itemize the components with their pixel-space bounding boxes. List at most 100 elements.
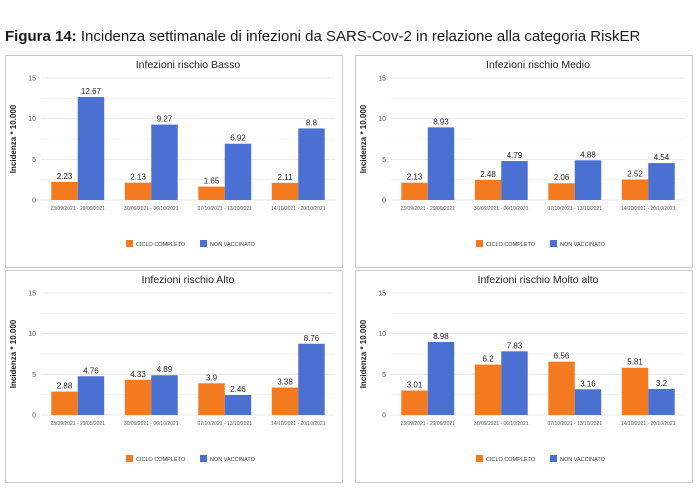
bar-non-vaccinato	[224, 143, 252, 200]
bar-non-vaccinato	[648, 163, 675, 200]
bar-ciclo-completo	[474, 179, 502, 200]
data-label-ciclo-completo: 2.13	[130, 173, 146, 182]
bar-ciclo-completo	[401, 390, 428, 415]
y-axis-label: Incidenza * 10.000	[359, 319, 368, 388]
bar-ciclo-completo	[548, 361, 575, 415]
bar-ciclo-completo	[198, 383, 225, 415]
bar-non-vaccinato	[298, 128, 325, 200]
data-label-non-vaccinato: 2.46	[230, 385, 246, 394]
x-tick-label: 30/09/2021 - 06/10/2021	[474, 421, 529, 427]
data-label-ciclo-completo: 3.38	[277, 378, 293, 387]
bar-non-vaccinato	[151, 124, 178, 200]
chart-panel-rischio-medio: Infezioni rischio Medio Incidenza * 10.00…	[355, 55, 693, 268]
chart-panel-rischio-alto: Infezioni rischio Alto Incidenza * 10.000…	[5, 270, 343, 483]
y-tick-label: 15	[28, 291, 36, 298]
x-tick-label: 23/09/2021 - 29/09/2021	[51, 206, 106, 212]
y-tick-label: 0	[382, 413, 386, 420]
legend-label-non-vaccinato: NON VACCINATO	[560, 242, 606, 248]
x-tick-label: 30/09/2021 - 06/10/2021	[124, 206, 179, 212]
y-tick-label: 10	[378, 116, 386, 123]
data-label-ciclo-completo: 5.81	[627, 358, 643, 367]
x-tick-label: 14/10/2021 - 20/10/2021	[621, 206, 676, 212]
y-axis-label: Incidenza * 10.000	[9, 104, 18, 173]
bar-ciclo-completo	[621, 367, 649, 415]
data-label-ciclo-completo: 2.52	[627, 170, 643, 179]
bar-ciclo-completo	[548, 183, 575, 200]
data-label-ciclo-completo: 2.13	[407, 173, 423, 182]
legend-label-non-vaccinato: NON VACCINATO	[210, 242, 256, 248]
data-label-non-vaccinato: 4.79	[507, 151, 523, 160]
bar-non-vaccinato	[224, 394, 252, 415]
x-tick-label: 30/09/2021 - 06/10/2021	[474, 206, 529, 212]
data-label-non-vaccinato: 8.93	[433, 117, 449, 126]
bar-non-vaccinato	[427, 127, 455, 200]
data-label-ciclo-completo: 2.11	[278, 173, 294, 182]
data-label-non-vaccinato: 8.76	[304, 334, 320, 343]
y-axis-label: Incidenza * 10.000	[359, 104, 368, 173]
data-label-ciclo-completo: 4.33	[130, 370, 146, 379]
legend-swatch-non-vaccinato	[550, 240, 557, 247]
bar-ciclo-completo	[271, 182, 299, 200]
bar-ciclo-completo	[51, 181, 78, 200]
data-label-ciclo-completo: 6.56	[554, 352, 570, 361]
bar-non-vaccinato	[501, 351, 528, 415]
y-tick-label: 0	[382, 198, 386, 205]
bar-non-vaccinato	[574, 160, 602, 200]
x-tick-label: 30/09/2021 - 06/10/2021	[124, 421, 179, 427]
legend-swatch-non-vaccinato	[200, 240, 207, 247]
y-tick-label: 0	[32, 198, 36, 205]
y-tick-label: 10	[28, 331, 36, 338]
bar-ciclo-completo	[621, 179, 649, 200]
y-tick-label: 10	[28, 116, 36, 123]
legend-label-non-vaccinato: NON VACCINATO	[560, 457, 606, 463]
data-label-non-vaccinato: 8.98	[433, 332, 449, 341]
bar-ciclo-completo	[51, 391, 78, 415]
x-tick-label: 14/10/2021 - 20/10/2021	[271, 206, 326, 212]
y-tick-label: 15	[28, 76, 36, 83]
bar-non-vaccinato	[648, 388, 675, 415]
bar-non-vaccinato	[427, 341, 455, 415]
y-tick-label: 15	[378, 291, 386, 298]
data-label-non-vaccinato: 8.8	[306, 118, 318, 127]
legend-label-ciclo-completo: CICLO COMPLETO	[486, 242, 536, 248]
bar-non-vaccinato	[77, 96, 105, 200]
legend-label-non-vaccinato: NON VACCINATO	[210, 457, 256, 463]
x-tick-label: 07/10/2021 - 13/10/2021	[198, 206, 253, 212]
data-label-non-vaccinato: 3.2	[656, 379, 668, 388]
data-label-ciclo-completo: 1.65	[204, 177, 220, 186]
legend-label-ciclo-completo: CICLO COMPLETO	[136, 457, 186, 463]
data-label-non-vaccinato: 7.83	[507, 341, 523, 350]
data-label-non-vaccinato: 4.54	[654, 153, 670, 162]
legend-swatch-non-vaccinato	[200, 455, 207, 462]
x-tick-label: 14/10/2021 - 20/10/2021	[621, 421, 676, 427]
data-label-ciclo-completo: 3.01	[407, 381, 423, 390]
y-tick-label: 5	[382, 372, 386, 379]
data-label-ciclo-completo: 2.06	[554, 173, 570, 182]
chart-title: Infezioni rischio Medio	[486, 59, 590, 71]
y-tick-label: 15	[378, 76, 386, 83]
bar-non-vaccinato	[501, 161, 528, 200]
bar-ciclo-completo	[124, 182, 152, 200]
legend-swatch-non-vaccinato	[550, 455, 557, 462]
bar-non-vaccinato	[298, 343, 325, 415]
bar-ciclo-completo	[198, 186, 225, 200]
data-label-non-vaccinato: 4.76	[83, 366, 99, 375]
x-tick-label: 07/10/2021 - 13/10/2021	[548, 206, 603, 212]
legend-swatch-ciclo-completo	[126, 455, 133, 462]
chart-title: Infezioni rischio Basso	[136, 59, 241, 71]
figure-title: Figura 14: Incidenza settimanale di infe…	[5, 28, 640, 45]
x-tick-label: 14/10/2021 - 20/10/2021	[271, 421, 326, 427]
data-label-non-vaccinato: 9.27	[157, 115, 173, 124]
data-label-non-vaccinato: 4.88	[580, 150, 596, 159]
data-label-non-vaccinato: 6.92	[230, 134, 246, 143]
data-label-ciclo-completo: 2.23	[57, 172, 73, 181]
data-label-ciclo-completo: 2.88	[57, 382, 73, 391]
data-label-non-vaccinato: 3.16	[580, 379, 596, 388]
bar-non-vaccinato	[574, 389, 602, 415]
y-tick-label: 5	[382, 157, 386, 164]
y-tick-label: 5	[32, 157, 36, 164]
data-label-ciclo-completo: 2.48	[480, 170, 496, 179]
figure-caption: Incidenza settimanale di infezioni da SA…	[80, 28, 641, 45]
data-label-non-vaccinato: 4.89	[157, 365, 173, 374]
chart-panel-rischio-basso: Infezioni rischio Basso Incidenza * 10.00…	[5, 55, 343, 268]
